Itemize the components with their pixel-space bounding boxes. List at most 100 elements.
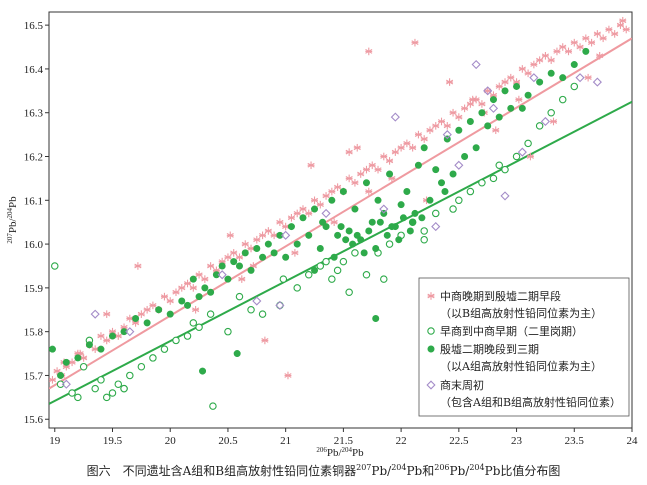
y-axis-ticks: 15.6 15.7 15.8 15.9 16.0 16.1 16.2 16.3 16.4 16.5 [24,20,49,426]
data-point-asterisk [330,218,338,226]
data-point-filled-circle [426,196,434,204]
data-point-filled-circle [108,332,116,340]
data-point-filled-circle [330,253,338,261]
data-point-asterisk [299,205,307,213]
data-point-filled-circle [374,196,382,204]
data-point-filled-circle [372,244,380,252]
data-point-open-diamond [488,103,499,113]
data-point-filled-circle [184,301,192,309]
x-tick-label: 19.5 [103,435,123,447]
data-point-open-circle [420,227,428,235]
data-point-asterisk [183,279,192,288]
data-point-filled-circle [383,231,391,239]
data-point-asterisk [68,358,76,367]
data-point-open-circle [449,205,457,213]
data-point-open-circle [206,310,215,318]
data-point-asterisk [446,78,454,86]
legend-label-series-3-line-1: 殷墟二期晚段到三期 [440,342,539,356]
data-point-asterisk [189,284,197,292]
x-tick-label: 22.5 [449,435,469,447]
data-point-asterisk [397,143,405,152]
figure-caption: 图六 不同遗址含A组和B组高放射性铅同位素铜器207Pb/204Pb和206Pb… [0,462,647,479]
data-point-asterisk [149,301,157,310]
data-point-filled-circle [293,240,301,248]
data-point-open-circle [385,240,394,248]
caption-sup-4: 204 [469,463,485,472]
y-tick-label: 16.0 [24,239,44,251]
data-point-asterisk [553,47,561,56]
data-point-filled-circle [85,341,93,349]
data-point-filled-circle [334,231,342,239]
data-point-filled-circle [253,244,261,252]
x-axis-sup-2: 204 [342,446,353,454]
data-point-filled-circle [507,104,515,112]
data-point-asterisk [530,60,538,69]
data-point-filled-circle [224,275,232,283]
data-point-asterisk [380,152,388,161]
data-point-open-circle [524,139,532,148]
data-point-asterisk [588,38,596,47]
data-point-filled-circle [212,271,220,279]
data-point-asterisk [143,305,151,314]
data-point-asterisk [322,192,330,200]
data-point-open-circle [79,362,88,371]
data-point-asterisk [134,262,142,270]
data-point-asterisk [426,126,434,135]
data-point-asterisk [226,231,234,240]
data-point-open-diamond [379,204,389,214]
data-point-filled-circle [449,170,457,178]
x-tick-label: 19 [49,435,61,447]
x-tick-label: 20 [165,435,177,447]
data-point-filled-circle [414,161,422,169]
data-point-open-circle [56,380,65,388]
data-point-asterisk [564,47,573,56]
data-point-asterisk [374,165,382,174]
data-point-asterisk [345,148,353,156]
data-point-filled-circle [536,78,544,86]
y-tick-label: 15.9 [24,283,44,295]
data-point-filled-circle [62,358,70,366]
data-point-asterisk [310,196,319,205]
data-point-open-diamond [125,327,135,337]
data-point-asterisk [584,73,592,82]
data-point-asterisk [409,143,417,152]
data-point-open-diamond [500,191,510,201]
data-point-filled-circle [349,240,357,248]
data-point-asterisk [576,43,584,51]
legend-marker-open-diamond [426,380,436,390]
data-point-asterisk [547,56,555,64]
data-point-asterisk [201,275,209,283]
data-point-open-circle [466,187,475,196]
caption-mid-1: Pb/ [371,464,392,478]
data-point-asterisk [515,95,523,104]
legend-marker-filled-circle [427,345,435,353]
caption-mid-2: Pb和 [406,464,435,478]
data-point-asterisk [345,174,353,183]
x-tick-label: 21.5 [334,435,354,447]
data-point-open-circle [351,249,359,257]
data-point-asterisk [455,113,463,121]
y-tick-label: 16.4 [24,64,44,76]
legend-symbol [427,327,435,335]
data-point-open-circle [195,323,203,332]
data-point-filled-circle [438,179,446,187]
data-point-filled-circle [420,144,428,152]
data-point-filled-circle [411,209,419,217]
data-point-asterisk [172,288,180,297]
data-point-filled-circle [441,188,449,196]
data-point-filled-circle [518,104,526,112]
legend: 中商晚期到殷墟二期早段 （以B组高放射性铅同位素为主） 早商到中商早期（二里岗期… [418,277,630,417]
data-point-filled-circle [230,258,238,266]
caption-pre: 图六 不同遗址含A组和B组高放射性铅同位素铜器 [86,464,357,478]
data-point-asterisk [449,108,457,117]
data-point-asterisk [235,253,244,262]
data-point-open-diamond [281,230,291,240]
data-point-filled-circle [368,218,376,226]
data-point-open-diamond [454,160,464,170]
y-axis-base-2: Pb [7,196,19,208]
data-point-filled-circle [132,315,140,323]
data-point-filled-circle [570,61,578,69]
caption-sup-3: 206 [434,463,450,472]
data-point-asterisk [362,165,371,174]
data-point-open-circle [339,257,348,266]
